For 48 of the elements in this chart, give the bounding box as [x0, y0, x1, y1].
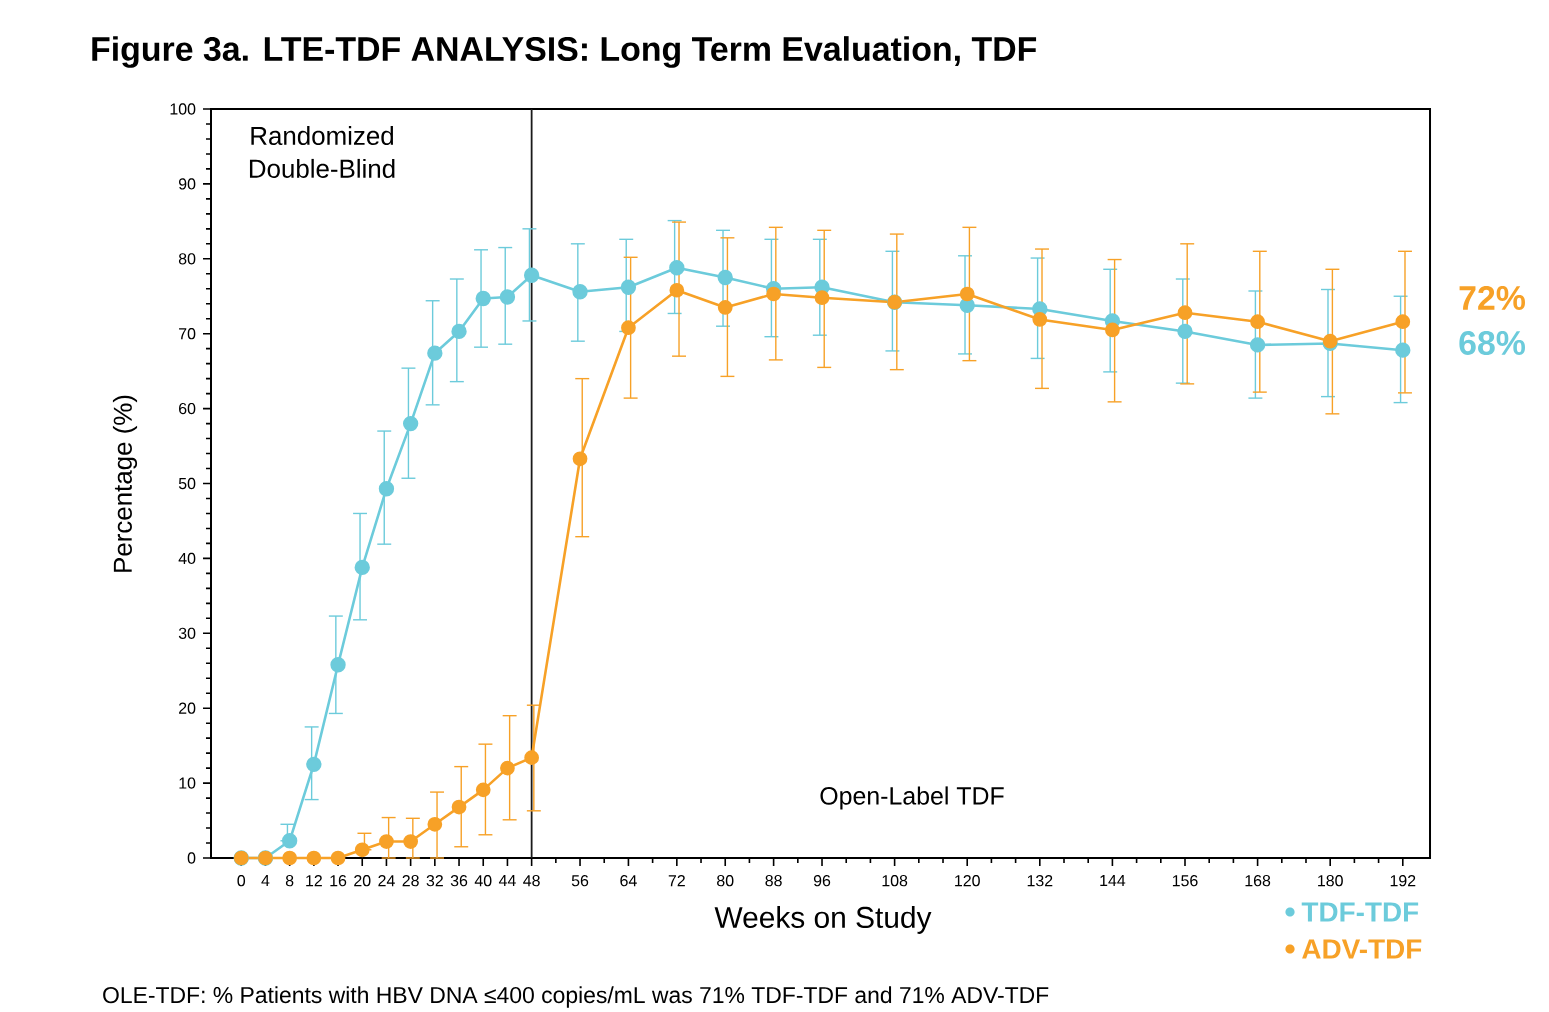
x-tick-label: 56	[571, 875, 589, 887]
x-tick-label: 4	[261, 875, 270, 887]
x-tick-label: 72	[668, 875, 685, 887]
annotation: Randomized Double-Blind	[249, 126, 395, 178]
x-axis-title: Weeks on Study	[714, 906, 932, 934]
text: OLE-TDF: % Patients with HBV DNA ≤400 copies/mL was 71% TDF-TDF and 71% ADV-TDF	[103, 986, 1049, 1008]
x-tick-label: 192	[1390, 875, 1416, 887]
x-tick-label: 8	[285, 875, 294, 887]
x-tick-label: 44	[498, 875, 516, 887]
annotation: Open-Label TDF	[820, 786, 1004, 810]
y-tick-label: 50	[178, 477, 196, 490]
x-tick-label: 180	[1318, 875, 1343, 887]
text: 72%	[1459, 286, 1525, 310]
y-tick-label: 40	[178, 552, 196, 565]
y-tick-label: 60	[179, 402, 196, 415]
y-tick-label: 100	[170, 103, 196, 115]
y-tick-label: 90	[178, 178, 196, 190]
x-tick-label: 40	[474, 875, 492, 887]
y-tick-label: 80	[178, 253, 196, 265]
x-tick-label: 20	[354, 875, 371, 887]
legend-label: TDF-TDF	[1301, 902, 1419, 922]
x-tick-label: 48	[523, 875, 540, 887]
x-tick-label: 96	[813, 875, 831, 887]
x-tick-label: 12	[306, 875, 322, 887]
x-tick-label: 168	[1245, 875, 1271, 887]
x-tick-label: 80	[717, 875, 734, 887]
x-tick-label: 64	[620, 875, 637, 887]
legend-label: ADV-TDF	[1302, 939, 1422, 959]
x-tick-label: 88	[765, 875, 782, 887]
y-tick-label: 70	[179, 328, 196, 340]
y-tick-label: 0	[187, 852, 196, 864]
y-tick-label: 20	[179, 702, 196, 714]
x-tick-label: 28	[402, 875, 419, 887]
x-tick-label: 36	[450, 875, 468, 887]
x-tick-label: 156	[1172, 875, 1198, 887]
x-tick-label: 132	[1027, 875, 1053, 887]
y-tick-label: 30	[178, 627, 196, 639]
x-tick-label: 32	[426, 875, 443, 887]
y-axis-title: Percentage (%)	[112, 395, 138, 572]
x-tick-label: 120	[955, 875, 980, 887]
x-tick-label: 144	[1100, 875, 1126, 887]
y-tick-label: 10	[179, 777, 196, 789]
x-tick-label: 24	[378, 875, 395, 887]
x-tick-label: 0	[237, 875, 246, 887]
text: 68%	[1459, 331, 1525, 355]
x-tick-label: 16	[330, 875, 347, 887]
chart-title: Figure 3a. LTE-TDF ANALYSIS: Long Term Evaluation, TDF	[92, 36, 1037, 68]
x-tick-label: 108	[882, 875, 908, 887]
